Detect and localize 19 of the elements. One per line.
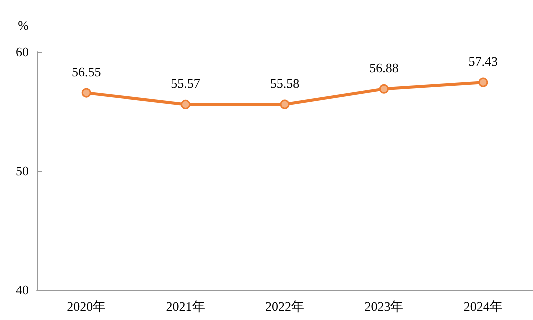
point (478, 78, 488, 88)
x-tick-label: 2023年 (364, 299, 404, 314)
data-label: 57.43 (468, 54, 498, 69)
point (181, 100, 191, 110)
point (280, 100, 290, 110)
point (82, 88, 92, 98)
y-tick-label: 40 (16, 282, 29, 298)
x-tick-label: 2021年 (166, 299, 206, 314)
x-tick-label: 2022年 (266, 299, 304, 314)
point (379, 84, 389, 94)
y-tick-label: 60 (16, 44, 29, 60)
y-tick-label: 50 (16, 164, 29, 178)
data-label: 56.88 (370, 60, 399, 76)
y-axis-title: % (18, 18, 30, 33)
x-tick-label: 2020年 (67, 299, 106, 314)
data-label: 55.58 (270, 76, 300, 91)
data-label: 55.57 (171, 76, 201, 91)
data-label: 56.55 (72, 64, 102, 80)
x-tick-label: 2024年 (464, 299, 503, 314)
